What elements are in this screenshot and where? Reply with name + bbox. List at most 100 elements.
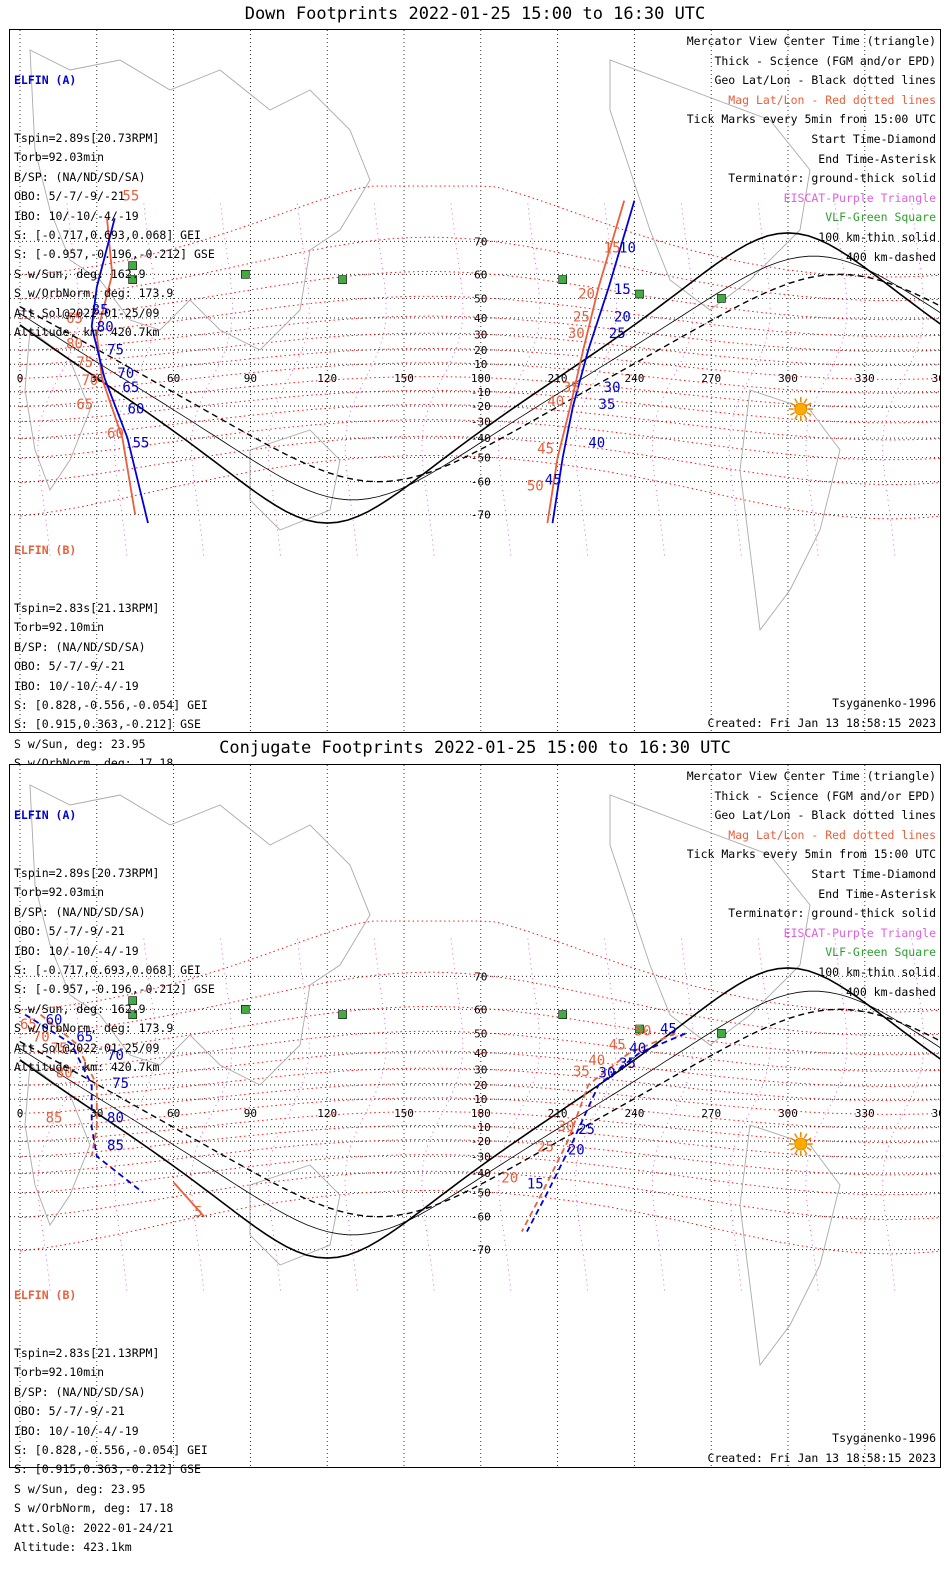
mag-lat-line (19, 920, 940, 1013)
panel-title-conjugate: Conjugate Footprints 2022-01-25 15:00 to… (219, 738, 731, 758)
info-line: Torb=92.03min (14, 885, 105, 900)
vlf-square (558, 275, 568, 284)
sun-ray (794, 398, 798, 404)
mag-lat-line (19, 1170, 940, 1220)
map-canvas-down: 0306090120150180210240270300330360706050… (10, 30, 940, 732)
coastline (24, 329, 91, 491)
vlf-square (128, 261, 137, 270)
elfin-a-track (24, 1013, 144, 1194)
created-label: Created: Fri Jan 13 18:58:15 2023 (707, 716, 936, 730)
track-tick-label: 15 (604, 241, 621, 257)
track-tick-label: 30 (558, 1119, 575, 1135)
elfin-b-track (39, 1013, 98, 1157)
legend-item: EISCAT-Purple Triangle (783, 925, 936, 940)
sun-ray (790, 402, 796, 407)
lat-tick-label: 10 (474, 358, 487, 371)
mag-lat-line (19, 315, 940, 352)
track-tick-label: 45 (545, 473, 562, 489)
vlf-square (635, 1024, 644, 1034)
elfin-a-info-conjugate: ELFIN (A) Tspin=2.89s[20.73RPM] Torb=92.0… (14, 767, 215, 1116)
sun-ray (806, 1137, 812, 1142)
legend-item: 100 km-thin solid (818, 964, 936, 979)
coastline (249, 429, 341, 531)
lon-tick-label: 270 (701, 1107, 721, 1120)
sun-ray (790, 411, 796, 416)
sun-icon (788, 1132, 813, 1157)
info-line: B/SP: (NA/ND/SD/SA) (14, 639, 146, 654)
legend-item: Geo Lat/Lon - Black dotted lines (714, 73, 936, 88)
vlf-square (240, 269, 250, 279)
info-line: S: [0.828,-0.556,-0.054] GEI (14, 1443, 208, 1458)
terminator-line (19, 273, 940, 483)
coastline (609, 794, 811, 1046)
legend-item: EISCAT-Purple Triangle (783, 190, 936, 205)
mag-lon-line (498, 935, 541, 1291)
lat-tick-label: -40 (471, 432, 491, 445)
info-line: Tspin=2.89s[20.73RPM] (14, 131, 160, 146)
vlf-square (128, 1010, 137, 1019)
info-line: Att.Sol@2022-01-25/09 (14, 1040, 160, 1055)
info-line: B/SP: (NA/ND/SD/SA) (14, 1384, 146, 1399)
lat-tick-label: 60 (474, 268, 487, 281)
info-line: S: [0.915,0.363,-0.212] GSE (14, 717, 201, 732)
elfin-b-lines: Tspin=2.83s[21.13RPM] Torb=92.10min B/SP: … (14, 1344, 208, 1557)
track-tick-label: 70 (117, 366, 134, 382)
track-tick-label: 75 (76, 355, 93, 371)
vlf-square (128, 275, 137, 284)
track-tick-label: 65 (66, 311, 83, 327)
sun-ray (803, 414, 808, 420)
lat-tick-label: -30 (471, 1150, 491, 1163)
lat-tick-label: -20 (471, 1135, 491, 1148)
track-tick-label: 60 (128, 402, 145, 418)
mag-lat-line (19, 435, 940, 485)
lat-tick-label: 20 (474, 1079, 487, 1092)
track-tick-label: 80 (66, 336, 83, 352)
lat-tick-label: 30 (474, 1064, 487, 1077)
sun-ray (806, 411, 812, 416)
track-tick-label: 70 (107, 1048, 124, 1064)
lon-tick-label: 120 (317, 372, 337, 385)
terminator-line (19, 990, 940, 1236)
track-tick-label: 50 (634, 1024, 651, 1040)
info-line: S w/Sun, deg: 23.95 (14, 1481, 146, 1496)
track-tick-label: 85 (46, 1111, 63, 1127)
info-line: S: [-0.717,0.693,0.068] GEI (14, 228, 201, 243)
created-label: Created: Fri Jan 13 18:58:15 2023 (707, 1451, 936, 1465)
mag-lat-line (19, 1050, 940, 1087)
track-tick-label: 80 (56, 1065, 73, 1081)
coastline (609, 59, 811, 311)
legend-item: Thick - Science (FGM and/or EPD) (714, 53, 936, 68)
vlf-square (338, 1010, 347, 1019)
vlf-square (635, 289, 644, 299)
mag-lon-line (421, 935, 464, 1291)
vlf-square (717, 1029, 726, 1038)
track-tick-label: 80 (107, 1111, 124, 1127)
lon-tick-label: 60 (167, 1107, 180, 1120)
track-tick-label: 40 (588, 1053, 605, 1069)
track-tick-label: 55 (133, 435, 150, 451)
track-tick-label: 20 (614, 309, 631, 325)
track-tick-label: 50 (527, 478, 544, 494)
lat-tick-label: -40 (471, 1167, 491, 1180)
sun-ray (794, 1133, 798, 1139)
track-tick-label: 65 (122, 380, 139, 396)
lon-tick-label: 240 (624, 1107, 644, 1120)
info-line: Altitude: 423.1km (14, 1540, 132, 1555)
map-conjugate-footprints: 0306090120150180210240270300330360706050… (9, 764, 941, 1554)
mag-lat-line (19, 362, 940, 394)
info-line: Torb=92.03min (14, 150, 105, 165)
elfin-a-track (526, 1032, 686, 1233)
elfin-b-track (521, 1032, 676, 1233)
track-tick-label: 45 (660, 1021, 677, 1037)
lat-tick-label: -20 (471, 400, 491, 413)
track-tick-label: 55 (122, 189, 139, 205)
map-down-footprints: 0306090120150180210240270300330360706050… (9, 29, 941, 809)
lon-tick-label: 330 (855, 372, 875, 385)
lon-tick-label: 150 (394, 372, 414, 385)
vlf-square (128, 996, 137, 1005)
sun-disk (794, 402, 808, 416)
mag-lat-line (19, 185, 940, 278)
elfin-b-info-conjugate: ELFIN (B) Tspin=2.83s[21.13RPM] Torb=92.1… (14, 1247, 208, 1596)
elfin-b-header: ELFIN (B) (14, 542, 77, 557)
track-tick-label: 40 (588, 435, 605, 451)
